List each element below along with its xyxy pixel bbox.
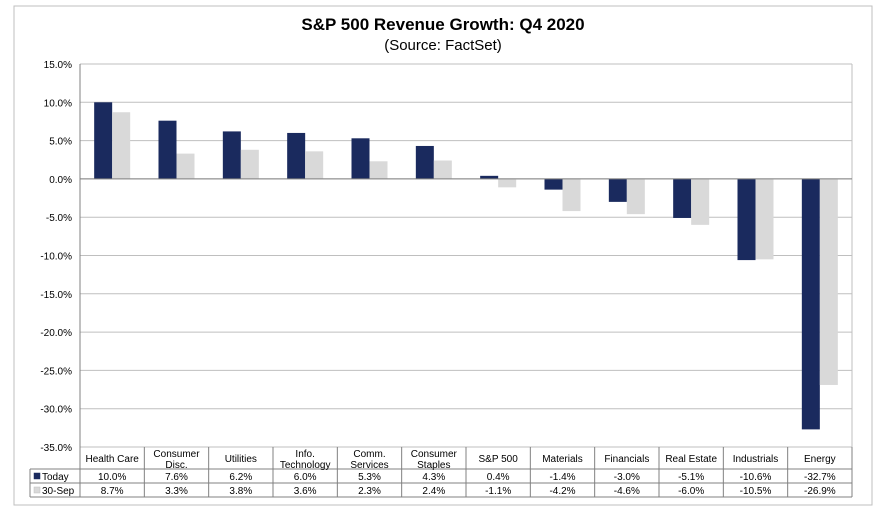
data-label: 2.4% — [422, 486, 445, 497]
y-tick-label: 10.0% — [44, 98, 72, 109]
data-label: -4.6% — [614, 486, 640, 497]
data-label: -32.7% — [804, 472, 836, 483]
category-label: Industrials — [733, 454, 779, 465]
y-tick-label: -30.0% — [40, 405, 72, 416]
bar-30-sep — [305, 151, 324, 179]
bar-30-sep — [176, 153, 195, 179]
bar-30-sep — [691, 178, 710, 225]
data-label: 3.6% — [294, 486, 317, 497]
category-label: Services — [350, 460, 388, 471]
data-label: -4.2% — [549, 486, 575, 497]
category-label: Financials — [604, 454, 649, 465]
y-tick-label: 0.0% — [49, 175, 72, 186]
data-label: 6.0% — [294, 472, 317, 483]
bar-30-sep — [433, 160, 452, 179]
chart-border — [13, 5, 873, 506]
bar-30-sep — [369, 161, 388, 179]
bar-30-sep — [112, 112, 131, 179]
data-label: -26.9% — [804, 486, 836, 497]
data-label: 10.0% — [98, 472, 126, 483]
data-label: 6.2% — [229, 472, 252, 483]
bar-today — [801, 178, 820, 430]
category-label: Technology — [280, 460, 331, 471]
y-tick-label: -25.0% — [40, 366, 72, 377]
chart-title: S&P 500 Revenue Growth: Q4 2020 — [301, 15, 584, 34]
y-tick-label: -20.0% — [40, 328, 72, 339]
category-label: Disc. — [165, 460, 187, 471]
bar-today — [222, 131, 241, 179]
bar-today — [544, 178, 563, 190]
data-label: -10.5% — [740, 486, 772, 497]
data-label: 0.4% — [487, 472, 510, 483]
category-label: Materials — [542, 454, 583, 465]
category-label: Utilities — [225, 454, 257, 465]
category-label: Comm. — [353, 449, 385, 460]
data-label: 8.7% — [101, 486, 124, 497]
y-tick-label: 15.0% — [44, 60, 72, 71]
legend-label: 30-Sep — [42, 486, 75, 497]
data-label: -6.0% — [678, 486, 704, 497]
bar-today — [608, 178, 627, 202]
category-label: Energy — [804, 454, 836, 465]
bar-today — [673, 178, 692, 218]
bar-30-sep — [240, 149, 259, 179]
chart-subtitle: (Source: FactSet) — [384, 37, 502, 54]
y-tick-label: -15.0% — [40, 290, 72, 301]
data-label: 2.3% — [358, 486, 381, 497]
legend-swatch — [33, 472, 41, 480]
bar-today — [287, 132, 306, 179]
category-label: Consumer — [411, 449, 458, 460]
category-label: Staples — [417, 460, 450, 471]
y-tick-label: -5.0% — [46, 213, 72, 224]
y-tick-label: -10.0% — [40, 252, 72, 263]
bar-today — [351, 138, 370, 179]
bar-30-sep — [562, 178, 581, 212]
bar-today — [158, 120, 177, 179]
data-label: -5.1% — [678, 472, 704, 483]
bar-today — [480, 175, 499, 179]
legend-swatch — [33, 486, 41, 494]
data-label: 3.3% — [165, 486, 188, 497]
y-tick-label: 5.0% — [49, 137, 72, 148]
bar-30-sep — [755, 178, 774, 260]
category-label: S&P 500 — [479, 454, 519, 465]
data-label: -10.6% — [740, 472, 772, 483]
data-label: 7.6% — [165, 472, 188, 483]
legend-label: Today — [42, 472, 69, 483]
data-label: -1.4% — [549, 472, 575, 483]
data-label: 5.3% — [358, 472, 381, 483]
data-label: -1.1% — [485, 486, 511, 497]
category-label: Health Care — [85, 454, 139, 465]
data-label: -3.0% — [614, 472, 640, 483]
data-label: 4.3% — [422, 472, 445, 483]
category-label: Info. — [295, 449, 314, 460]
category-label: Real Estate — [665, 454, 717, 465]
bar-30-sep — [498, 178, 517, 188]
y-tick-label: -35.0% — [40, 443, 72, 454]
bar-today — [94, 102, 113, 179]
bar-30-sep — [819, 178, 838, 385]
data-label: 3.8% — [229, 486, 252, 497]
bar-today — [415, 145, 434, 179]
bar-today — [737, 178, 756, 261]
category-label: Consumer — [153, 449, 200, 460]
bar-30-sep — [626, 178, 645, 215]
